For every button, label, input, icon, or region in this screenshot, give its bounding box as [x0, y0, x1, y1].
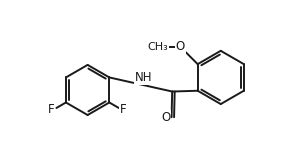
- Text: NH: NH: [134, 71, 152, 84]
- Text: O: O: [161, 111, 170, 124]
- Text: CH₃: CH₃: [147, 42, 168, 52]
- Text: F: F: [120, 103, 127, 116]
- Text: F: F: [48, 103, 54, 116]
- Text: O: O: [176, 40, 185, 53]
